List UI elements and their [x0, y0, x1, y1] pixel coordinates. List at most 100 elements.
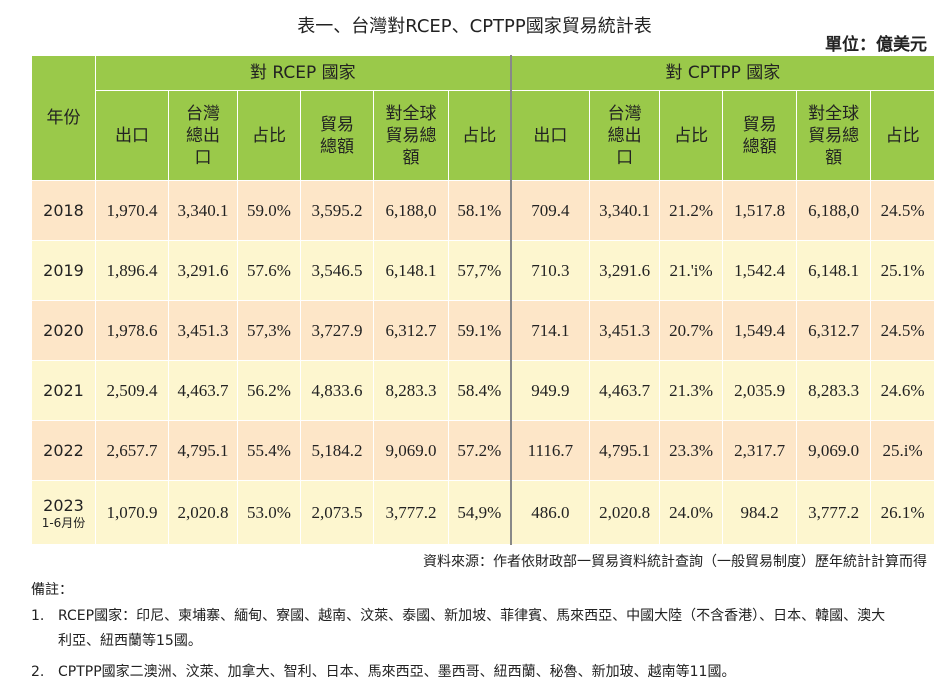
cptpp-value-cell: 6,188,0 [796, 180, 872, 241]
col-header: 貿易總額 [722, 90, 798, 181]
rcep-value-cell: 57.2% [447, 420, 512, 481]
rcep-value-cell: 4,795.1 [168, 420, 238, 481]
rcep-value-cell: 8,283.3 [373, 360, 449, 421]
cptpp-value-cell: 24.5% [870, 180, 936, 241]
rcep-value-cell: 3,451.3 [168, 300, 238, 361]
col-header: 占比 [237, 90, 301, 181]
table-row: 2022 2,657.7 4,795.1 55.4% 5,184.2 9,069.0 57.… [31, 420, 936, 481]
trade-statistics-table: 年份 對 RCEP 國家 對 CPTPP 國家 出口 台灣總出口 占比 貿易總額… [31, 55, 936, 545]
cptpp-group-header: 對 CPTPP 國家 [510, 55, 936, 91]
col-header: 占比 [659, 90, 724, 181]
cptpp-value-cell: 21.'i% [659, 240, 724, 301]
col-header: 台灣總出口 [168, 90, 238, 181]
rcep-value-cell: 2,509.4 [95, 360, 169, 421]
cptpp-value-cell: 24.0% [659, 480, 724, 545]
col-header: 占比 [447, 90, 512, 181]
cptpp-value-cell: 21.2% [659, 180, 724, 241]
rcep-value-cell: 53.0% [237, 480, 301, 545]
rcep-value-cell: 59.0% [237, 180, 301, 241]
rcep-value-cell: 2,020.8 [168, 480, 238, 545]
cptpp-value-cell: 714.1 [510, 300, 591, 361]
table-row: 2019 1,896.4 3,291.6 57.6% 3,546.5 6,148.1 57,… [31, 240, 936, 301]
cptpp-value-cell: 2,317.7 [722, 420, 798, 481]
cptpp-value-cell: 24.5% [870, 300, 936, 361]
rcep-value-cell: 6,188,0 [373, 180, 449, 241]
cptpp-value-cell: 1,549.4 [722, 300, 798, 361]
cptpp-value-cell: 25.1% [870, 240, 936, 301]
col-header: 占比 [870, 90, 936, 181]
cptpp-value-cell: 9,069.0 [796, 420, 872, 481]
cptpp-value-cell: 26.1% [870, 480, 936, 545]
cptpp-value-cell: 1,542.4 [722, 240, 798, 301]
rcep-value-cell: 3,777.2 [373, 480, 449, 545]
cptpp-value-cell: 486.0 [510, 480, 591, 545]
rcep-value-cell: 3,546.5 [300, 240, 374, 301]
cptpp-value-cell: 24.6% [870, 360, 936, 421]
cptpp-value-cell: 6,148.1 [796, 240, 872, 301]
cptpp-value-cell: 23.3% [659, 420, 724, 481]
rcep-value-cell: 57.6% [237, 240, 301, 301]
rcep-value-cell: 59.1% [447, 300, 512, 361]
table-row: 2018 1,970.4 3,340.1 59.0% 3,595.2 6,188,0 58.… [31, 180, 936, 241]
col-header: 出口 [95, 90, 169, 181]
cptpp-value-cell: 1116.7 [510, 420, 591, 481]
year-cell: 2023 1-6月份 [31, 480, 96, 545]
rcep-value-cell: 6,148.1 [373, 240, 449, 301]
cptpp-value-cell: 1,517.8 [722, 180, 798, 241]
col-header: 台灣總出口 [589, 90, 661, 181]
col-header: 對全球貿易總額 [796, 90, 872, 181]
rcep-value-cell: 1,896.4 [95, 240, 169, 301]
rcep-value-cell: 54,9% [447, 480, 512, 545]
notes-title: 備註： [31, 582, 73, 598]
cptpp-value-cell: 3,291.6 [589, 240, 661, 301]
column-header-row: 出口 台灣總出口 占比 貿易總額 對全球貿易總額 占比 出口 台灣總出口 占比 … [32, 90, 936, 181]
cptpp-value-cell: 3,777.2 [796, 480, 872, 545]
cptpp-value-cell: 25.i% [870, 420, 936, 481]
rcep-value-cell: 3,291.6 [168, 240, 238, 301]
cptpp-value-cell: 4,463.7 [589, 360, 661, 421]
cptpp-value-cell: 984.2 [722, 480, 798, 545]
year-cell: 2018 [31, 180, 96, 241]
cptpp-value-cell: 2,035.9 [722, 360, 798, 421]
data-source: 資料來源：作者依財政部一貿易資料統計查詢（一般貿易制度）歷年統計計算而得 [423, 554, 927, 570]
cptpp-value-cell: 20.7% [659, 300, 724, 361]
rcep-value-cell: 6,312.7 [373, 300, 449, 361]
rcep-value-cell: 1,970.4 [95, 180, 169, 241]
cptpp-value-cell: 709.4 [510, 180, 591, 241]
cptpp-value-cell: 949.9 [510, 360, 591, 421]
table-row: 2020 1,978.6 3,451.3 57,3% 3,727.9 6,312.7 59.… [31, 300, 936, 361]
cptpp-value-cell: 2,020.8 [589, 480, 661, 545]
unit-label: 單位：億美元 [825, 35, 927, 55]
col-header: 對全球貿易總額 [373, 90, 449, 181]
rcep-value-cell: 55.4% [237, 420, 301, 481]
col-header: 貿易總額 [300, 90, 374, 181]
cptpp-value-cell: 3,451.3 [589, 300, 661, 361]
year-cell: 2020 [31, 300, 96, 361]
rcep-value-cell: 9,069.0 [373, 420, 449, 481]
year-cell: 2022 [31, 420, 96, 481]
rcep-value-cell: 5,184.2 [300, 420, 374, 481]
cptpp-value-cell: 8,283.3 [796, 360, 872, 421]
note-1: 1. RCEP國家：印尼、柬埔寨、緬甸、寮國、越南、汶萊、泰國、新加坡、菲律賓、… [31, 608, 886, 649]
cptpp-value-cell: 21.3% [659, 360, 724, 421]
table-title: 表一、台灣對RCEP、CPTPP國家貿易統計表 [297, 16, 652, 37]
table-row: 2021 2,509.4 4,463.7 56.2% 4,833.6 8,283.3 58.… [31, 360, 936, 421]
rcep-group-header: 對 RCEP 國家 [94, 55, 512, 91]
cptpp-value-cell: 710.3 [510, 240, 591, 301]
rcep-value-cell: 58.1% [447, 180, 512, 241]
rcep-value-cell: 56.2% [237, 360, 301, 421]
cptpp-value-cell: 3,340.1 [589, 180, 661, 241]
rcep-value-cell: 57,7% [447, 240, 512, 301]
rcep-value-cell: 58.4% [447, 360, 512, 421]
rcep-value-cell: 3,727.9 [300, 300, 374, 361]
rcep-value-cell: 1,978.6 [95, 300, 169, 361]
rcep-value-cell: 57,3% [237, 300, 301, 361]
year-cell: 2021 [31, 360, 96, 421]
rcep-value-cell: 3,340.1 [168, 180, 238, 241]
note-2: 2. CPTPP國家二澳洲、汶萊、加拿大、智利、日本、馬來西亞、墨西哥、紐西蘭、… [31, 664, 736, 680]
col-header: 出口 [510, 90, 591, 181]
rcep-value-cell: 3,595.2 [300, 180, 374, 241]
year-header: 年份 [31, 55, 96, 181]
group-header-row: 年份 對 RCEP 國家 對 CPTPP 國家 [31, 55, 936, 181]
rcep-value-cell: 4,833.6 [300, 360, 374, 421]
